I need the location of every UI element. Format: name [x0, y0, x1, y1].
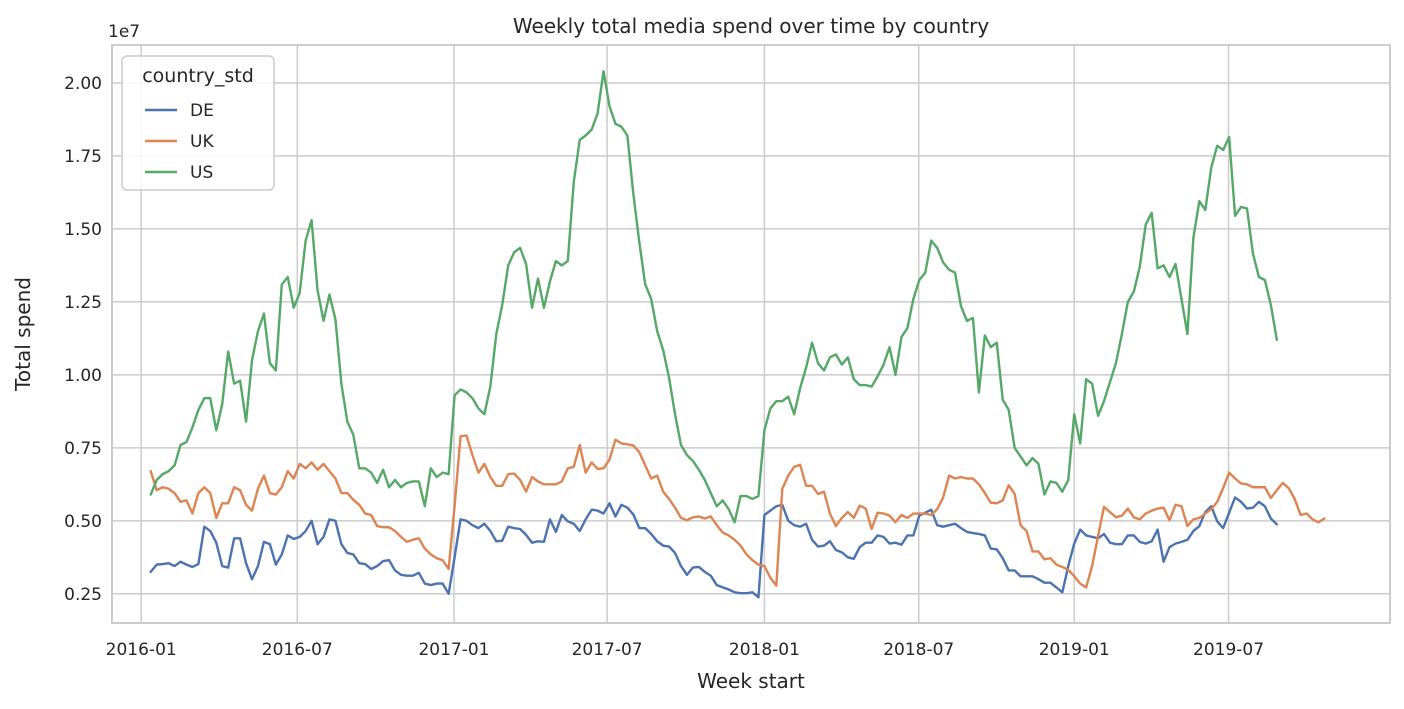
legend-label-us: US [190, 163, 213, 183]
series-line-de [149, 496, 1279, 599]
y-tick-label: 1.75 [64, 147, 102, 167]
y-tick-label: 1.25 [64, 293, 102, 313]
y-tick-label: 0.75 [64, 439, 102, 459]
y-tick-label: 0.50 [64, 512, 102, 532]
legend-title: country_std [142, 65, 254, 87]
x-tick-label: 2018-07 [883, 640, 954, 660]
series-lines [149, 70, 1326, 599]
legend-box [121, 55, 275, 191]
x-tick-label: 2019-07 [1193, 640, 1264, 660]
series-line-uk [149, 434, 1326, 589]
x-tick-label: 2016-01 [106, 640, 177, 660]
x-axis-title: Week start [697, 669, 805, 693]
series-line-us [149, 70, 1279, 524]
y-offset-label: 1e7 [108, 22, 140, 42]
x-tick-label: 2017-07 [572, 640, 643, 660]
y-tick-label: 2.00 [64, 74, 102, 94]
legend-label-uk: UK [190, 132, 214, 152]
y-axis-title: Total spend [11, 277, 35, 392]
y-tick-label: 0.25 [64, 585, 102, 605]
axis-ticks: 0.25 0.50 0.75 1.00 1.25 1.50 1.75 2.00 2016-01 2… [64, 74, 1264, 660]
x-tick-label: 2016-07 [262, 640, 333, 660]
chart-title: Weekly total media spend over time by co… [513, 14, 989, 38]
y-tick-label: 1.00 [64, 366, 102, 386]
plot-frame [111, 44, 1391, 624]
x-tick-label: 2018-01 [729, 640, 800, 660]
legend-label-de: DE [190, 101, 214, 121]
x-tick-label: 2019-01 [1039, 640, 1110, 660]
y-tick-label: 1.50 [64, 220, 102, 240]
x-tick-label: 2017-01 [418, 640, 489, 660]
legend: country_std DE UK US [121, 55, 275, 191]
